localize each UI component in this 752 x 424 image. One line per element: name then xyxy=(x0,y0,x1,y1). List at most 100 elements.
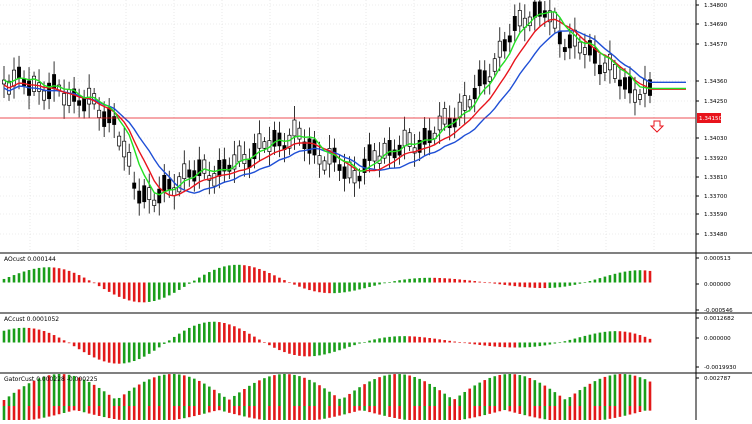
gator-lower-bar xyxy=(82,406,86,413)
osc-bar xyxy=(323,282,326,293)
gator-upper-bar xyxy=(508,374,512,406)
osc-bar xyxy=(102,282,106,290)
gator-upper-bar xyxy=(313,382,316,406)
gator-lower-bar xyxy=(553,406,557,420)
gator-lower-bar xyxy=(308,406,311,420)
osc-bar xyxy=(543,342,547,346)
osc-bar xyxy=(177,333,181,343)
gator-upper-bar xyxy=(498,374,502,406)
price-axis: 1.34800 1.34690 1.34570 1.34360 1.34250 1.340… xyxy=(696,3,737,382)
ac-indicator-pane[interactable] xyxy=(2,321,652,364)
gator-lower-bar xyxy=(87,406,91,414)
gator-indicator-title: GatorCust 0.000228 -0.000225 xyxy=(4,376,98,383)
candle-body xyxy=(582,47,587,55)
osc-bar xyxy=(318,342,321,356)
osc-bar xyxy=(283,280,286,283)
gator-lower-bar xyxy=(333,406,336,417)
gator-lower-bar xyxy=(463,406,467,420)
osc-bar xyxy=(638,270,642,283)
ao-indicator-pane[interactable] xyxy=(2,264,652,303)
osc-bar xyxy=(433,338,436,343)
gator-lower-bar xyxy=(478,406,482,417)
gator-lower-bar xyxy=(218,406,221,411)
osc-bar xyxy=(268,342,271,346)
gator-indicator-pane[interactable] xyxy=(2,374,652,420)
osc-bar xyxy=(177,282,181,290)
osc-bar xyxy=(623,271,627,283)
candle-body xyxy=(272,129,277,147)
gator-upper-bar xyxy=(82,379,86,406)
osc-bar xyxy=(162,282,166,298)
gator-lower-bar xyxy=(423,406,426,420)
candle-body xyxy=(382,142,387,159)
osc-bar xyxy=(52,335,56,343)
candle-body xyxy=(222,159,227,172)
gator-lower-bar xyxy=(208,406,211,413)
osc-bar xyxy=(513,342,517,348)
osc-bar xyxy=(538,282,542,289)
osc-bar xyxy=(132,342,136,362)
gator-upper-bar xyxy=(182,375,186,406)
candle-body xyxy=(37,82,42,92)
osc-bar xyxy=(273,275,276,283)
osc-bar xyxy=(27,327,31,343)
gator-lower-bar xyxy=(57,406,61,415)
gator-upper-bar xyxy=(438,390,441,406)
osc-bar xyxy=(493,282,497,284)
gator-upper-bar xyxy=(448,397,451,406)
osc-bar xyxy=(167,340,171,343)
gator-upper-bar xyxy=(112,398,116,406)
gator-upper-bar xyxy=(283,374,286,406)
osc-bar xyxy=(228,265,231,283)
osc-bar xyxy=(518,282,522,287)
osc-bar xyxy=(533,342,537,347)
gator-lower-bar xyxy=(398,406,401,419)
gator-lower-bar xyxy=(67,406,71,412)
osc-bar xyxy=(403,336,406,343)
candle-body xyxy=(67,89,72,106)
candle-body xyxy=(22,78,26,87)
candle-body xyxy=(127,152,132,167)
osc-bar xyxy=(363,342,366,343)
osc-bar xyxy=(488,282,492,284)
gator-lower-bar xyxy=(77,406,81,411)
gator-upper-bar xyxy=(57,374,61,406)
candle-body xyxy=(317,155,322,165)
osc-bar xyxy=(187,327,191,343)
osc-bar xyxy=(192,325,196,343)
price-pane[interactable] xyxy=(0,0,696,216)
candle-body xyxy=(152,199,157,206)
gator-upper-bar xyxy=(17,389,21,406)
osc-bar xyxy=(328,342,331,354)
gator-lower-bar xyxy=(318,406,321,420)
down-arrow-icon[interactable] xyxy=(649,120,665,133)
gator-upper-bar xyxy=(203,383,206,406)
osc-bar xyxy=(192,280,196,283)
gator-lower-bar xyxy=(233,406,236,415)
osc-bar xyxy=(508,342,512,348)
candle-body xyxy=(638,94,642,100)
indicator-panes[interactable] xyxy=(2,264,652,420)
gator-upper-bar xyxy=(628,374,632,406)
osc-bar xyxy=(508,282,512,286)
candle-body xyxy=(107,107,112,124)
osc-bar xyxy=(52,267,56,283)
osc-bar xyxy=(548,342,552,345)
gator-upper-bar xyxy=(343,397,346,406)
osc-bar xyxy=(182,330,186,343)
osc-bar xyxy=(142,282,146,303)
gator-lower-bar xyxy=(127,406,131,420)
gator-lower-bar xyxy=(238,406,241,416)
osc-bar xyxy=(603,276,607,283)
gator-lower-bar xyxy=(578,406,582,420)
gator-lower-bar xyxy=(573,406,577,420)
osc-bar xyxy=(233,264,236,283)
candle-body xyxy=(407,132,412,147)
candle-body xyxy=(262,141,267,149)
osc-bar xyxy=(373,282,376,286)
osc-bar xyxy=(87,342,91,355)
gator-lower-bar xyxy=(428,406,431,420)
gator-lower-bar xyxy=(353,406,356,412)
